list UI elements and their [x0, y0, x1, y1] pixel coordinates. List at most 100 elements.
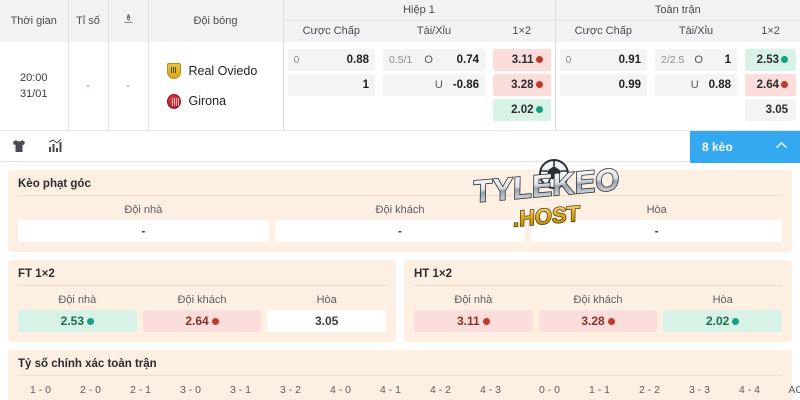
ht-1x2-row-3[interactable]: 2.02 — [493, 98, 551, 121]
ht-panel-title: HT 1×2 — [414, 268, 782, 286]
correct-score-col: 3 - 029 — [168, 380, 213, 400]
ft-ou-line-1: 2/2.5 — [661, 53, 685, 66]
ft-handicap-row-1[interactable]: 0 0.91 — [559, 48, 648, 71]
correct-score-label: 3 - 3 — [688, 384, 710, 396]
correct-score-col: 1 - 05.9 — [18, 380, 63, 400]
ft-handicap-row-3 — [560, 99, 648, 121]
ft-1x2-row-3[interactable]: 3.05 — [745, 98, 797, 121]
ht-1x2-cell[interactable]: 3.11 3.28 2.02 — [489, 42, 555, 130]
ht-1x2-panel: HT 1×2 Đội nhà 3.11 Đội khách 3.28 Hòa — [404, 260, 792, 342]
correct-score-col: AOS59 — [777, 380, 800, 400]
ht-ou-row-1[interactable]: 0.5/1 O 0.74 — [383, 48, 485, 71]
correct-score-col: 3 - 3104 — [677, 380, 722, 400]
onextwo-panels-wrap: FT 1×2 Đội nhà 2.53 Đội khách 2.64 Hòa 3 — [0, 252, 800, 342]
correct-score-label: 2 - 2 — [638, 384, 660, 396]
header-stream-icon — [107, 0, 148, 42]
trend-up-icon — [535, 56, 543, 63]
stream-icon — [122, 13, 135, 29]
correct-score-label: 3 - 0 — [179, 384, 201, 396]
ht-ou-row-3 — [383, 99, 485, 121]
ht-away-label: Đội khách — [573, 294, 623, 306]
away-team-row[interactable]: Girona — [166, 86, 283, 116]
correct-score-label: 2 - 0 — [79, 384, 101, 396]
ft-away-value: 2.64 — [185, 314, 209, 328]
ht-ou-row-2[interactable]: U -0.86 — [383, 73, 485, 96]
trend-up-icon — [535, 81, 543, 88]
ft-1x2-row-1[interactable]: 2.53 — [745, 48, 797, 71]
jersey-icon[interactable] — [10, 137, 28, 155]
home-team-row[interactable]: Real Oviedo — [166, 56, 283, 86]
corner-draw-col: Hòa - — [531, 200, 783, 242]
correct-score-col: 4 - 3249 — [468, 380, 513, 400]
correct-score-col: 2 - 011 — [68, 380, 113, 400]
corner-away-value[interactable]: - — [274, 220, 526, 242]
correct-score-label: 3 - 2 — [279, 384, 301, 396]
ft-away-col: Đội khách 2.64 — [142, 290, 262, 332]
ht-draw-col: Hòa 2.02 — [663, 290, 783, 332]
match-row[interactable]: 20:00 31/01 - - Real Oviedo Girona 0 — [0, 42, 800, 130]
ht-1x2-row-2[interactable]: 3.28 — [493, 73, 551, 96]
away-team-name: Girona — [188, 94, 227, 108]
ft-draw-value[interactable]: 3.05 — [267, 310, 387, 332]
header-time: Thời gian — [0, 0, 68, 42]
ht-away-value-box[interactable]: 3.28 — [538, 310, 658, 332]
score-home-cell: - — [67, 42, 108, 130]
ht-home-value-box[interactable]: 3.11 — [414, 310, 533, 332]
correct-score-label: 4 - 2 — [429, 384, 451, 396]
header-ft-1x2: 1×2 — [741, 20, 800, 42]
header-teams: Đội bóng — [147, 0, 283, 42]
ft-handicap-value-2: 0.99 — [618, 78, 642, 91]
correct-score-label: 1 - 1 — [588, 384, 610, 396]
ht-handicap-value-1: 0.88 — [346, 53, 369, 66]
ft-panel-title: FT 1×2 — [18, 268, 386, 286]
corner-home-value[interactable]: - — [18, 220, 269, 242]
ft-ou-row-1[interactable]: 2/2.5 O 1 — [655, 48, 738, 71]
ft-1x2-value-1: 2.53 — [756, 53, 780, 66]
ft-handicap-cell[interactable]: 0 0.91 0.99 — [554, 42, 652, 130]
correct-score-col: 3 - 241 — [268, 380, 313, 400]
ft-ou-cell[interactable]: 2/2.5 O 1 U 0.88 — [651, 42, 741, 130]
ht-handicap-cell[interactable]: 0 0.88 1 — [282, 42, 379, 130]
correct-score-draw-group: 0 - 07.21 - 14.72 - 215.53 - 31044 - 424… — [527, 380, 800, 400]
ft-away-value-box[interactable]: 2.64 — [142, 310, 262, 332]
ft-draw-label: Hòa — [316, 294, 337, 306]
correct-score-col: 3 - 124 — [218, 380, 263, 400]
ht-1x2-row-1[interactable]: 3.11 — [493, 48, 551, 71]
correct-score-label: 4 - 3 — [479, 384, 501, 396]
ft-home-col: Đội nhà 2.53 — [18, 290, 137, 332]
correct-score-label: 3 - 1 — [229, 384, 251, 396]
ht-draw-value-box[interactable]: 2.02 — [663, 310, 783, 332]
chevron-up-icon — [775, 141, 788, 153]
ft-handicap-row-2[interactable]: 0.99 — [559, 73, 648, 96]
correct-score-label: AOS — [788, 384, 800, 396]
ht-handicap-row-2[interactable]: 1 — [287, 73, 375, 96]
corner-draw-value[interactable]: - — [531, 220, 783, 242]
ft-1x2-row-2[interactable]: 2.64 — [745, 73, 797, 96]
ht-away-col: Đội khách 3.28 — [538, 290, 658, 332]
correct-score-col: 2 - 18.8 — [118, 380, 163, 400]
correct-score-col: 1 - 14.7 — [577, 380, 622, 400]
header-ht-1x2: 1×2 — [489, 20, 556, 42]
ft-1x2-value-3: 3.05 — [765, 103, 789, 116]
bets-count-button[interactable]: 8 kèo — [690, 131, 800, 163]
table-header-sub-row: Cược Chấp Tài/Xỉu 1×2 Cược Chấp Tài/Xỉu … — [0, 20, 800, 42]
ht-ou-cell[interactable]: 0.5/1 O 0.74 U -0.86 — [379, 42, 489, 130]
ft-ou-row-2[interactable]: U 0.88 — [655, 73, 738, 96]
correct-score-col: 0 - 07.2 — [527, 380, 572, 400]
teams-cell[interactable]: Real Oviedo Girona — [147, 42, 283, 130]
correct-score-label: 4 - 1 — [379, 384, 401, 396]
ft-draw-col: Hòa 3.05 — [267, 290, 387, 332]
header-score: Tỉ số — [67, 0, 108, 42]
bar-chart-icon[interactable] — [46, 137, 64, 155]
ht-handicap-row-1[interactable]: 0 0.88 — [287, 48, 375, 71]
correct-score-title: Tỷ số chính xác toàn trận — [18, 358, 782, 376]
ft-1x2-cell[interactable]: 2.53 2.64 3.05 — [741, 42, 800, 130]
correct-score-col: 4 - 189 — [368, 380, 413, 400]
trend-up-icon — [781, 81, 789, 88]
ht-draw-label: Hòa — [712, 294, 733, 306]
home-team-name: Real Oviedo — [188, 64, 258, 78]
ht-ou-line-1: 0.5/1 — [389, 53, 413, 66]
ft-home-value-box[interactable]: 2.53 — [18, 310, 137, 332]
trend-up-icon — [607, 318, 615, 326]
ht-away-value: 3.28 — [581, 314, 605, 328]
